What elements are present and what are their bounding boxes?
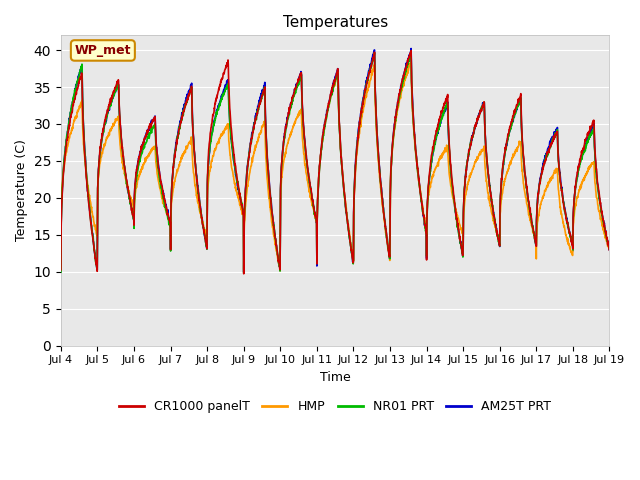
Text: WP_met: WP_met (75, 44, 131, 57)
Title: Temperatures: Temperatures (282, 15, 388, 30)
X-axis label: Time: Time (320, 371, 351, 384)
Y-axis label: Temperature (C): Temperature (C) (15, 140, 28, 241)
Legend: CR1000 panelT, HMP, NR01 PRT, AM25T PRT: CR1000 panelT, HMP, NR01 PRT, AM25T PRT (114, 396, 556, 418)
